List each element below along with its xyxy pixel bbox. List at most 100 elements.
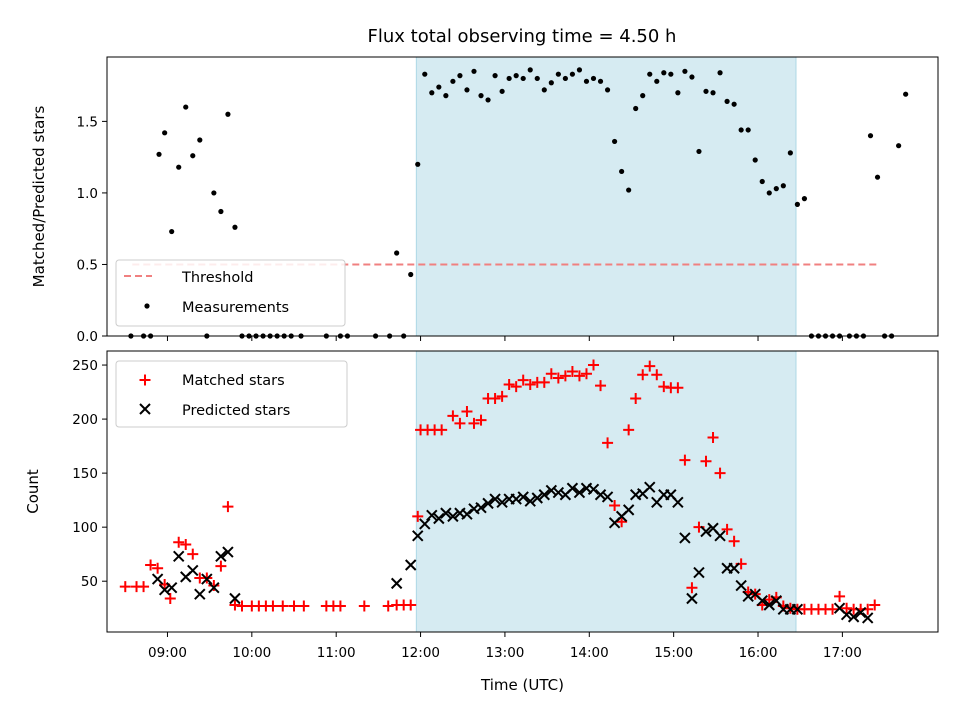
- measurement-point: [429, 90, 435, 96]
- measurement-point: [583, 78, 590, 84]
- measurement-point: [752, 157, 758, 163]
- legend-threshold-label: Threshold: [181, 270, 253, 286]
- predicted-star-point: [854, 606, 867, 619]
- measurement-point: [471, 68, 477, 74]
- legend-predicted-swatch: [139, 403, 151, 415]
- matched-star-point: [180, 538, 192, 550]
- bottom-y-axis-label: Count: [24, 469, 42, 514]
- measurement-point: [689, 74, 695, 80]
- matched-star-point: [145, 559, 157, 571]
- measurement-point: [218, 208, 224, 215]
- matched-star-point: [222, 501, 234, 513]
- matched-star-point: [454, 417, 466, 429]
- predicted-star-point: [545, 484, 558, 497]
- predicted-star-point: [573, 486, 586, 499]
- matched-star-point: [630, 393, 642, 405]
- matched-star-point: [119, 581, 131, 593]
- measurement-point: [513, 73, 519, 79]
- bottom-y-ticks: 50 100 150 200 250: [72, 358, 107, 590]
- measurement-point: [604, 87, 611, 93]
- matched-star-point: [559, 370, 571, 382]
- matched-star-point: [152, 562, 164, 574]
- predicted-star-point: [840, 609, 853, 621]
- legend-matched-label: Matched stars: [182, 373, 285, 389]
- top-legend: Threshold Measurements: [115, 259, 346, 327]
- measurement-point: [682, 68, 688, 74]
- matched-star-point: [298, 600, 310, 612]
- x-tick-label: 15:00: [654, 645, 693, 661]
- matched-star-point: [475, 414, 487, 426]
- measurement-point: [534, 75, 540, 82]
- measurement-point: [443, 93, 449, 99]
- matched-star-point: [236, 600, 248, 612]
- measurement-point: [619, 168, 625, 175]
- measurement-point: [408, 271, 414, 278]
- matched-star-point: [686, 582, 698, 594]
- measurement-point: [478, 93, 484, 99]
- x-tick-label: 12:00: [401, 645, 440, 661]
- predicted-star-point: [489, 493, 501, 505]
- measurement-points: [128, 67, 909, 339]
- matched-star-point: [714, 467, 726, 479]
- y-tick-label: 200: [72, 412, 98, 428]
- measurement-point: [703, 88, 709, 94]
- measurement-point: [759, 178, 765, 185]
- measurement-point: [183, 104, 189, 110]
- matched-star-point: [517, 374, 529, 386]
- measurement-point: [590, 75, 597, 82]
- predicted-star-point: [229, 592, 241, 605]
- measurement-point: [903, 91, 909, 97]
- matched-star-point: [616, 516, 628, 528]
- measurement-point: [801, 196, 808, 202]
- matched-star-point: [208, 580, 220, 592]
- measurement-point: [394, 250, 400, 256]
- matched-star-point: [382, 600, 394, 612]
- matched-star-point: [827, 603, 839, 615]
- y-tick-label: 0.5: [77, 257, 98, 273]
- predicted-star-points: [151, 481, 874, 624]
- measurement-point: [555, 71, 561, 77]
- measurement-point: [211, 190, 217, 196]
- matched-star-point: [841, 602, 853, 614]
- y-tick-label: 1.0: [77, 186, 98, 202]
- predicted-star-point: [679, 532, 691, 544]
- bottom-legend: Matched stars Predicted stars: [115, 360, 348, 428]
- x-tick-label: 14:00: [570, 645, 609, 661]
- matched-star-point: [623, 424, 635, 436]
- measurement-point: [626, 187, 632, 193]
- x-tick-label: 16:00: [739, 645, 778, 661]
- legend-matched-swatch: [139, 374, 151, 386]
- matched-star-point: [277, 600, 289, 612]
- matched-star-point: [609, 500, 621, 512]
- y-tick-label: 1.5: [77, 114, 98, 130]
- measurement-point: [731, 101, 737, 107]
- measurement-point: [654, 78, 660, 84]
- matched-star-point: [412, 510, 424, 522]
- matched-star-point: [834, 590, 846, 602]
- measurement-point: [611, 138, 618, 145]
- matched-star-point: [545, 368, 557, 380]
- predicted-star-point: [482, 497, 494, 510]
- matched-star-point: [489, 393, 501, 405]
- predicted-star-point: [756, 594, 768, 607]
- measurement-point: [450, 78, 456, 84]
- matched-star-point: [721, 523, 733, 535]
- bottom-panel: 50 100 150 200 250 09:00 10:00 11:00 12:00 13:00…: [24, 350, 939, 694]
- matched-star-point: [187, 548, 199, 560]
- predicted-star-point: [524, 495, 536, 507]
- x-tick-label: 11:00: [317, 645, 356, 661]
- x-tick-label: 09:00: [148, 645, 187, 661]
- predicted-star-point: [566, 482, 579, 494]
- matched-star-point: [334, 600, 346, 612]
- matched-star-point: [229, 599, 241, 611]
- matched-star-point: [728, 535, 740, 547]
- matched-star-point: [461, 406, 473, 418]
- top-y-ticks: 0.0 0.5 1.0 1.5: [77, 114, 107, 345]
- x-axis-label: Time (UTC): [480, 676, 564, 694]
- observing-window-shade: [415, 350, 797, 633]
- measurement-point: [576, 67, 583, 73]
- matched-star-point: [288, 600, 300, 612]
- predicted-star-point: [791, 603, 804, 616]
- predicted-star-point: [433, 512, 445, 525]
- matched-star-point: [510, 381, 522, 393]
